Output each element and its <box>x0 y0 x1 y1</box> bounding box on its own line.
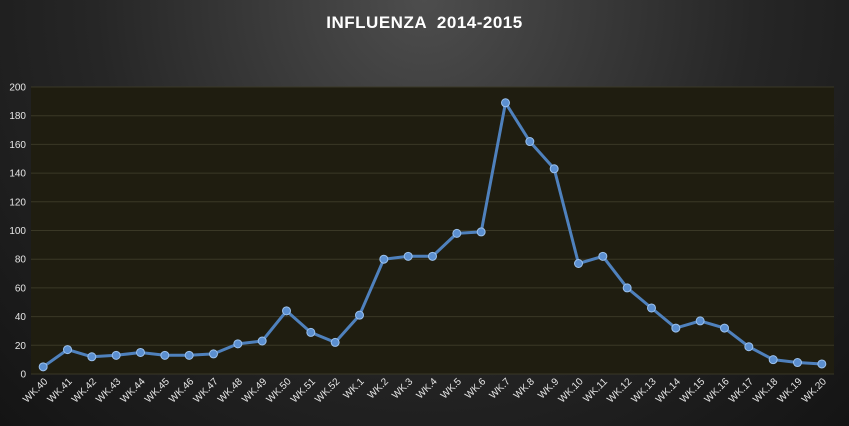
data-point <box>136 347 145 357</box>
x-tick-label: WK.15 <box>678 376 707 405</box>
x-tick-label: WK.44 <box>119 376 148 405</box>
data-point <box>282 306 291 316</box>
data-point <box>817 359 827 369</box>
data-point <box>525 137 535 147</box>
y-tick-label: 60 <box>15 283 27 294</box>
data-point <box>160 350 170 360</box>
data-point <box>744 342 754 352</box>
y-tick-label: 40 <box>15 312 27 323</box>
x-tick-label: WK.46 <box>167 376 196 405</box>
x-tick-label: WK.12 <box>605 376 634 405</box>
x-tick-label: WK.6 <box>463 376 488 401</box>
data-point <box>671 323 681 333</box>
x-tick-label: WK.47 <box>192 376 221 405</box>
y-tick-label: 120 <box>9 197 26 208</box>
data-point <box>793 358 802 368</box>
data-point <box>647 303 656 313</box>
data-point <box>330 337 340 347</box>
x-tick-label: WK.43 <box>94 376 123 405</box>
data-point <box>452 228 462 238</box>
x-tick-label: WK.51 <box>289 376 318 405</box>
x-tick-label: WK.20 <box>800 376 829 405</box>
x-tick-label: WK.17 <box>727 376 756 405</box>
x-tick-label: WK.45 <box>143 376 172 405</box>
data-point <box>622 283 632 293</box>
x-tick-label: WK.50 <box>265 376 294 405</box>
data-point <box>428 251 437 261</box>
x-tick-label: WK.52 <box>313 376 342 405</box>
data-point <box>695 316 705 326</box>
x-tick-label: WK.3 <box>390 376 415 401</box>
data-point <box>403 251 413 261</box>
data-point <box>768 355 778 365</box>
x-tick-label: WK.16 <box>703 376 732 405</box>
x-tick-label: WK.41 <box>46 376 75 405</box>
y-tick-label: 180 <box>9 111 26 122</box>
x-tick-label: WK.5 <box>439 376 464 401</box>
x-tick-label: WK.42 <box>70 376 99 405</box>
y-tick-label: 20 <box>15 341 27 352</box>
x-tick-label: WK.4 <box>415 376 440 401</box>
x-tick-label: WK.2 <box>366 376 391 401</box>
data-point <box>379 254 389 264</box>
y-tick-label: 200 <box>9 83 26 94</box>
x-tick-label: WK.14 <box>654 376 683 405</box>
data-point <box>63 345 72 355</box>
data-point <box>233 339 243 349</box>
data-point <box>549 164 559 174</box>
x-tick-label: WK.48 <box>216 376 245 405</box>
chart-title: INFLUENZA 2014-2015 <box>326 13 523 32</box>
x-tick-label: WK.8 <box>512 376 537 401</box>
x-tick-label: WK.19 <box>776 376 805 405</box>
data-point <box>257 336 267 346</box>
data-point <box>720 323 729 333</box>
data-point <box>87 352 97 362</box>
data-point <box>306 327 316 337</box>
x-tick-label: WK.18 <box>751 376 780 405</box>
data-point <box>111 350 121 360</box>
x-tick-label: WK.13 <box>630 376 659 405</box>
y-tick-label: 140 <box>9 169 26 180</box>
data-point <box>476 227 486 237</box>
x-tick-label: WK.49 <box>240 376 269 405</box>
data-point <box>355 310 364 320</box>
data-point <box>38 362 48 372</box>
data-point <box>184 350 194 360</box>
y-tick-label: 100 <box>9 226 26 237</box>
data-point <box>209 349 218 359</box>
y-tick-label: 80 <box>15 255 27 266</box>
x-tick-label: WK.10 <box>557 376 586 405</box>
data-point <box>574 259 583 269</box>
y-tick-label: 0 <box>20 370 26 381</box>
y-tick-label: 160 <box>9 140 26 151</box>
x-tick-label: WK.7 <box>488 376 513 401</box>
x-tick-label: WK.1 <box>342 376 367 401</box>
x-tick-label: WK.11 <box>581 376 610 405</box>
data-point <box>501 98 510 108</box>
data-point <box>598 251 608 261</box>
